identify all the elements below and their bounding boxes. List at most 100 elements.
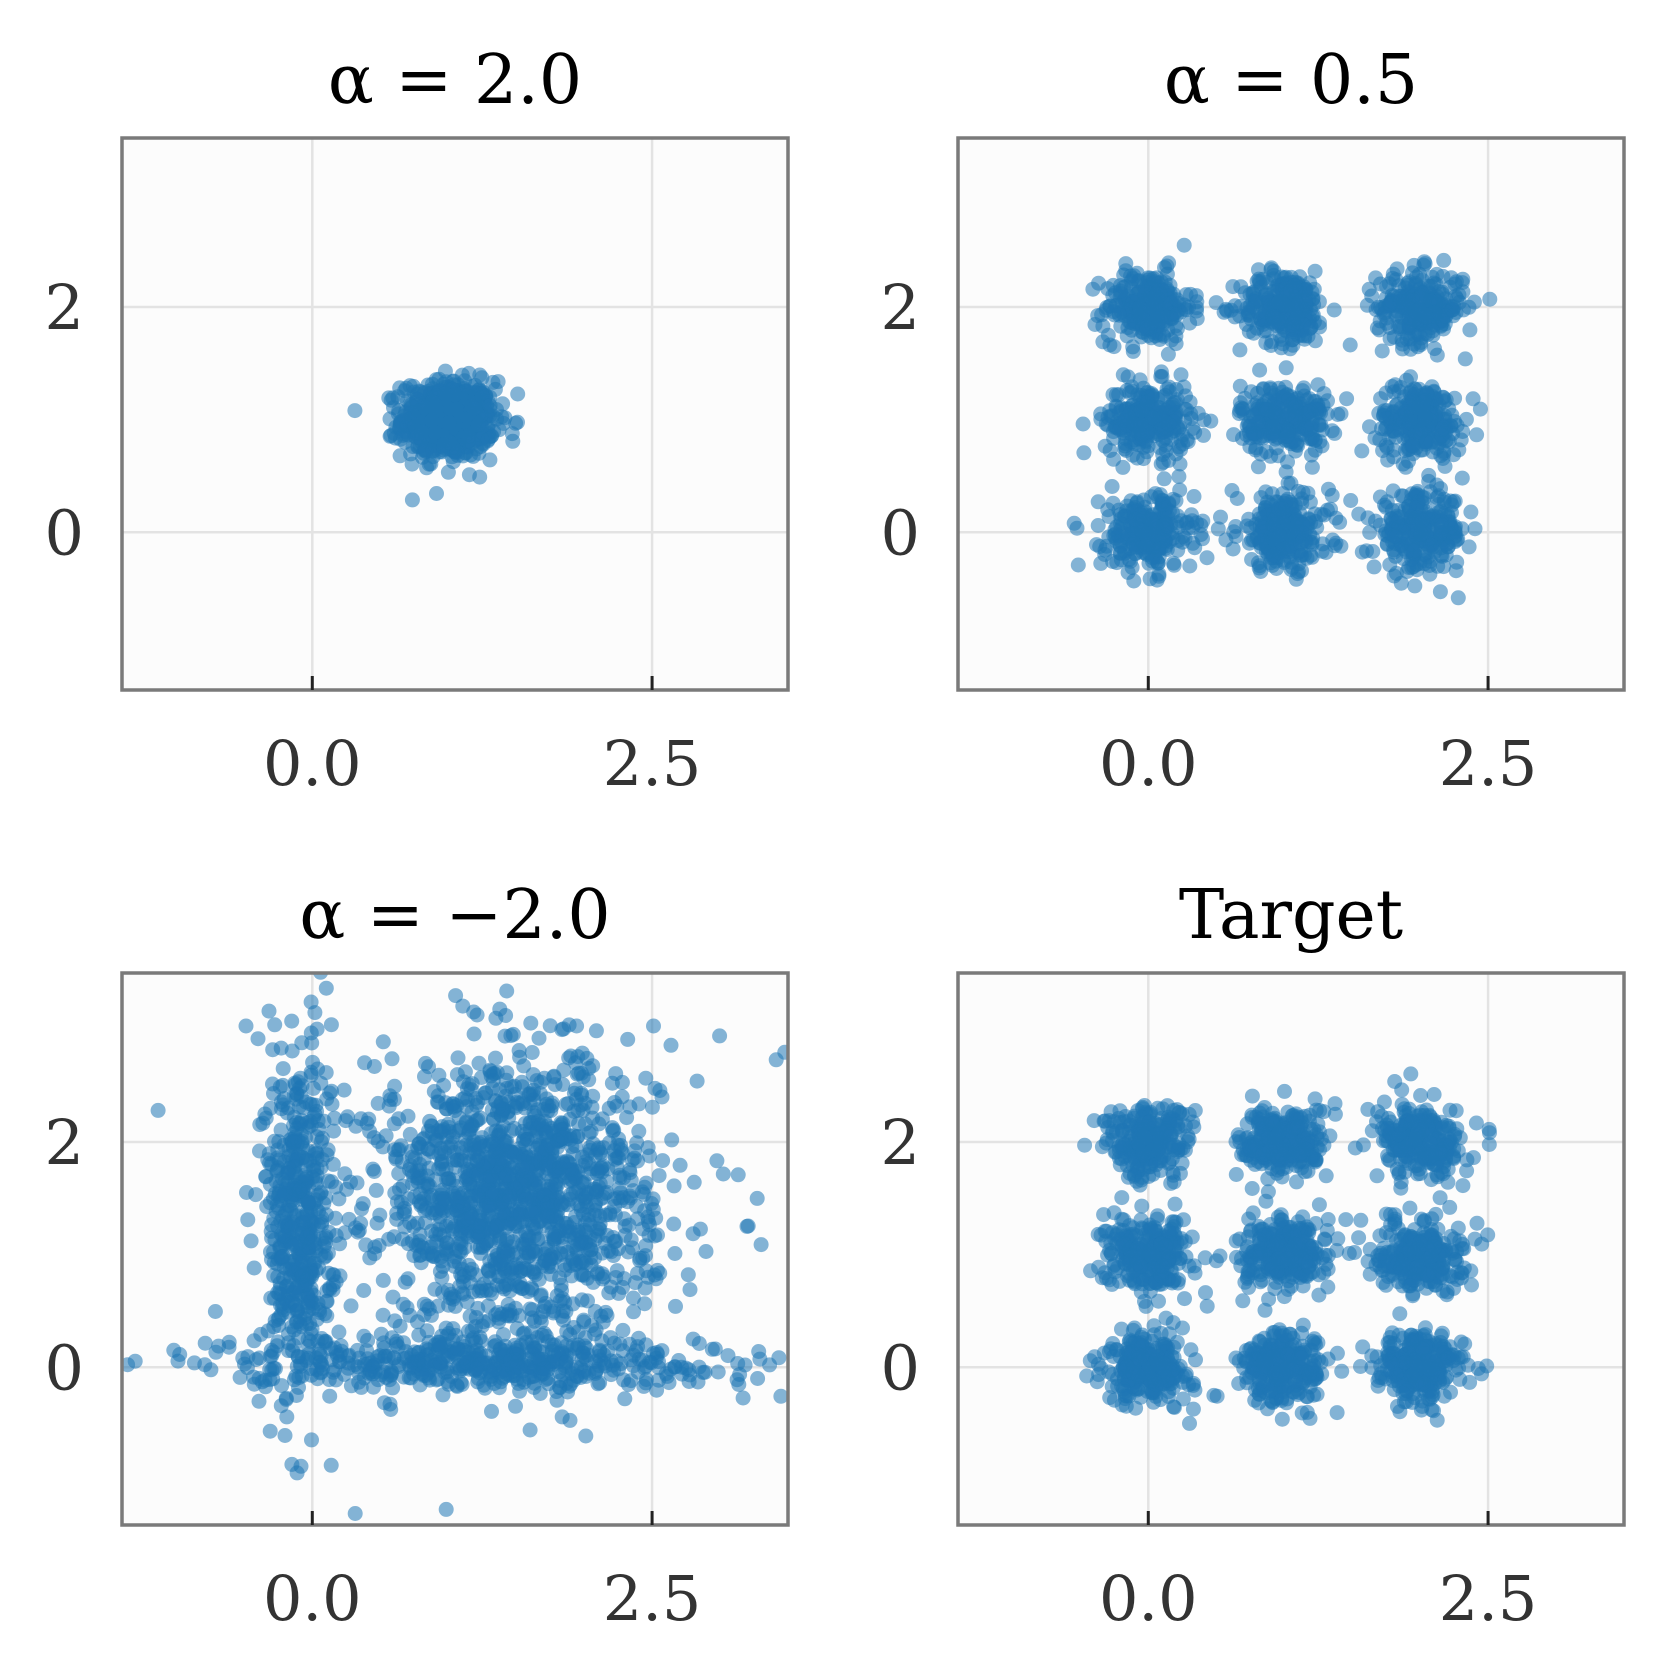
data-point bbox=[1179, 515, 1194, 531]
data-point bbox=[1076, 445, 1092, 461]
data-point bbox=[1307, 263, 1323, 279]
data-point bbox=[1391, 288, 1407, 304]
data-point bbox=[343, 1298, 359, 1314]
data-point bbox=[472, 469, 488, 485]
data-point bbox=[558, 1096, 574, 1112]
data-point bbox=[1416, 254, 1432, 270]
data-point bbox=[1311, 294, 1327, 310]
data-point bbox=[1169, 292, 1185, 308]
data-point bbox=[1070, 557, 1086, 573]
data-point bbox=[1296, 380, 1312, 396]
data-point bbox=[1447, 390, 1463, 406]
data-point bbox=[1145, 553, 1160, 569]
data-point bbox=[498, 1072, 514, 1088]
data-point bbox=[1164, 310, 1179, 326]
data-point bbox=[299, 1273, 315, 1289]
data-point bbox=[1173, 367, 1189, 383]
data-point bbox=[1482, 291, 1498, 307]
data-point bbox=[370, 1095, 386, 1111]
data-point bbox=[1283, 397, 1299, 413]
data-point bbox=[371, 1238, 387, 1253]
data-point bbox=[273, 1307, 289, 1323]
data-point bbox=[273, 1122, 289, 1138]
data-point bbox=[1125, 339, 1141, 355]
data-point bbox=[287, 1077, 303, 1093]
data-point bbox=[314, 1231, 330, 1247]
data-point bbox=[1111, 307, 1127, 323]
data-point bbox=[1139, 321, 1155, 337]
data-point bbox=[654, 1089, 670, 1105]
data-point bbox=[252, 1143, 267, 1159]
data-point bbox=[1199, 550, 1215, 566]
data-point bbox=[1144, 291, 1160, 307]
data-point bbox=[1196, 412, 1212, 428]
data-point bbox=[1435, 390, 1451, 406]
data-point bbox=[1362, 524, 1378, 540]
data-point bbox=[1115, 367, 1131, 383]
data-point bbox=[606, 1122, 622, 1138]
data-point bbox=[323, 1457, 339, 1473]
data-point bbox=[531, 1030, 547, 1046]
data-point bbox=[289, 1465, 305, 1481]
data-point bbox=[1158, 430, 1174, 446]
data-point bbox=[498, 1008, 514, 1023]
data-point bbox=[1401, 274, 1417, 290]
data-point bbox=[490, 1217, 506, 1233]
data-point bbox=[1262, 380, 1278, 396]
data-point bbox=[1469, 427, 1485, 443]
data-point bbox=[1303, 447, 1319, 463]
data-point bbox=[528, 1243, 543, 1259]
data-point bbox=[1121, 552, 1137, 567]
data-point bbox=[323, 1017, 339, 1033]
data-point bbox=[480, 1154, 496, 1170]
data-point bbox=[1213, 509, 1228, 525]
data-point bbox=[275, 1249, 291, 1264]
data-point bbox=[1289, 520, 1304, 536]
data-point bbox=[1146, 271, 1162, 287]
axes-frame bbox=[956, 136, 1626, 692]
data-point bbox=[1159, 518, 1175, 534]
data-point bbox=[1151, 542, 1167, 558]
data-point bbox=[682, 1282, 698, 1298]
data-point bbox=[1438, 308, 1454, 324]
data-point bbox=[1351, 506, 1367, 522]
data-point bbox=[293, 1089, 309, 1104]
data-point bbox=[1210, 521, 1226, 537]
data-point bbox=[1343, 493, 1359, 508]
data-point bbox=[638, 1263, 654, 1279]
data-point bbox=[436, 437, 452, 453]
data-point bbox=[499, 1167, 515, 1183]
data-point bbox=[464, 379, 480, 395]
data-point bbox=[397, 408, 412, 424]
data-point bbox=[318, 1248, 334, 1264]
data-point bbox=[1378, 385, 1394, 401]
data-point bbox=[585, 1088, 601, 1104]
data-point bbox=[1418, 309, 1434, 325]
data-point bbox=[240, 1212, 256, 1228]
data-point bbox=[637, 1296, 653, 1312]
data-point bbox=[1332, 514, 1348, 530]
points bbox=[347, 363, 526, 508]
data-point bbox=[458, 1226, 474, 1242]
data-point bbox=[1189, 303, 1204, 319]
data-point bbox=[449, 444, 465, 460]
data-point bbox=[1278, 464, 1294, 480]
data-point bbox=[418, 1200, 434, 1216]
data-point bbox=[1362, 419, 1377, 435]
data-point bbox=[1263, 448, 1279, 464]
data-point bbox=[1304, 534, 1320, 550]
data-point bbox=[1280, 475, 1296, 491]
data-point bbox=[536, 1255, 552, 1271]
data-point bbox=[1386, 449, 1402, 465]
data-point bbox=[686, 1174, 702, 1190]
data-point bbox=[416, 1296, 432, 1312]
data-point bbox=[283, 1220, 299, 1236]
data-point bbox=[517, 1116, 533, 1131]
data-point bbox=[1258, 287, 1274, 303]
data-point bbox=[1388, 565, 1404, 581]
data-point bbox=[635, 1250, 651, 1266]
data-point bbox=[1226, 427, 1242, 443]
data-point bbox=[487, 381, 503, 397]
data-point bbox=[299, 1229, 315, 1245]
data-point bbox=[1161, 416, 1177, 432]
